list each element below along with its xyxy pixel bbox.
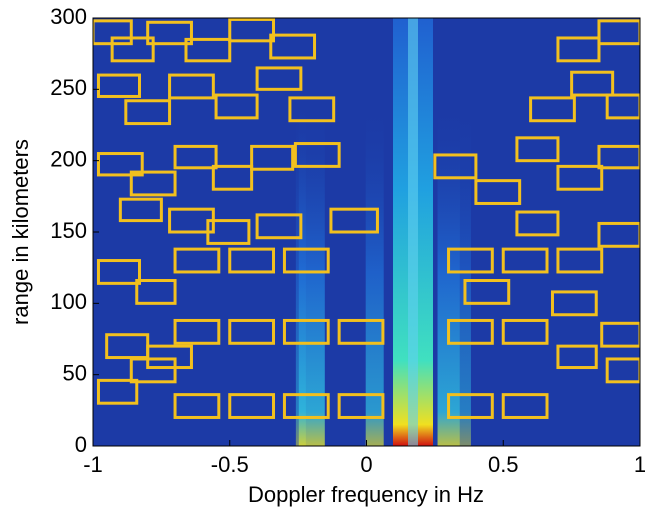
detection-box bbox=[129, 357, 177, 384]
detection-box bbox=[228, 18, 276, 43]
detection-box bbox=[118, 197, 163, 223]
detection-box bbox=[228, 393, 276, 419]
detection-box bbox=[282, 247, 330, 274]
detection-box bbox=[447, 393, 494, 419]
spectral-band bbox=[407, 18, 418, 446]
detection-box bbox=[556, 164, 604, 191]
detection-box bbox=[501, 318, 549, 345]
detection-box bbox=[501, 247, 549, 274]
detection-box bbox=[228, 247, 276, 274]
detection-box bbox=[447, 247, 494, 274]
detection-box bbox=[282, 318, 330, 345]
detection-box bbox=[329, 207, 379, 234]
detection-box bbox=[255, 213, 303, 240]
x-tick-label: 0.5 bbox=[488, 452, 519, 477]
detection-box bbox=[146, 344, 193, 370]
detection-box bbox=[515, 136, 560, 163]
detection-box bbox=[173, 144, 218, 170]
x-tick-label: -0.5 bbox=[211, 452, 249, 477]
detection-box bbox=[228, 318, 276, 345]
detection-box bbox=[570, 70, 615, 97]
detection-box bbox=[337, 393, 385, 419]
detection-box bbox=[173, 393, 221, 419]
detection-box bbox=[556, 247, 604, 274]
y-tick-label: 0 bbox=[75, 432, 87, 457]
detection-box bbox=[515, 210, 560, 237]
x-axis-label: Doppler frequency in Hz bbox=[248, 482, 484, 507]
y-tick-label: 300 bbox=[50, 4, 87, 29]
detection-box bbox=[168, 73, 215, 100]
detection-box bbox=[501, 393, 549, 419]
detection-box bbox=[600, 321, 640, 348]
detection-box bbox=[529, 96, 576, 123]
y-tick-label: 150 bbox=[50, 218, 87, 243]
detection-box bbox=[433, 153, 478, 180]
detection-box bbox=[269, 33, 317, 60]
detection-box bbox=[211, 164, 254, 191]
y-tick-label: 250 bbox=[50, 75, 87, 100]
x-tick-label: 1 bbox=[634, 452, 645, 477]
detection-box bbox=[474, 179, 522, 205]
detection-box bbox=[337, 318, 385, 345]
detection-box bbox=[96, 73, 141, 98]
detection-box bbox=[447, 318, 494, 345]
detection-box bbox=[282, 393, 330, 419]
y-axis-label: range in kilometers bbox=[8, 139, 33, 325]
y-tick-label: 200 bbox=[50, 146, 87, 171]
detection-box bbox=[110, 36, 155, 63]
detection-box bbox=[463, 279, 511, 305]
detection-box bbox=[556, 36, 601, 63]
detection-box bbox=[146, 20, 193, 46]
detection-box bbox=[288, 96, 336, 123]
detection-box bbox=[173, 318, 221, 345]
y-tick-label: 100 bbox=[50, 289, 87, 314]
detection-box bbox=[173, 247, 221, 274]
detection-box bbox=[135, 279, 177, 305]
detection-box bbox=[255, 66, 303, 91]
detection-box bbox=[214, 93, 259, 120]
detection-box bbox=[250, 144, 295, 171]
detection-box bbox=[96, 152, 144, 177]
detection-box bbox=[550, 290, 598, 317]
plot-area bbox=[93, 18, 640, 446]
detection-box bbox=[96, 378, 139, 405]
detection-box bbox=[129, 170, 177, 197]
detection-box bbox=[124, 99, 172, 126]
x-tick-label: 0 bbox=[360, 452, 372, 477]
spectral-band bbox=[365, 98, 384, 446]
x-tick-label: -1 bbox=[83, 452, 103, 477]
detection-box bbox=[556, 344, 598, 370]
detection-box bbox=[96, 259, 141, 285]
detection-box bbox=[206, 219, 251, 245]
y-tick-label: 50 bbox=[63, 360, 87, 385]
detection-box bbox=[184, 37, 232, 63]
detection-box bbox=[293, 142, 341, 168]
